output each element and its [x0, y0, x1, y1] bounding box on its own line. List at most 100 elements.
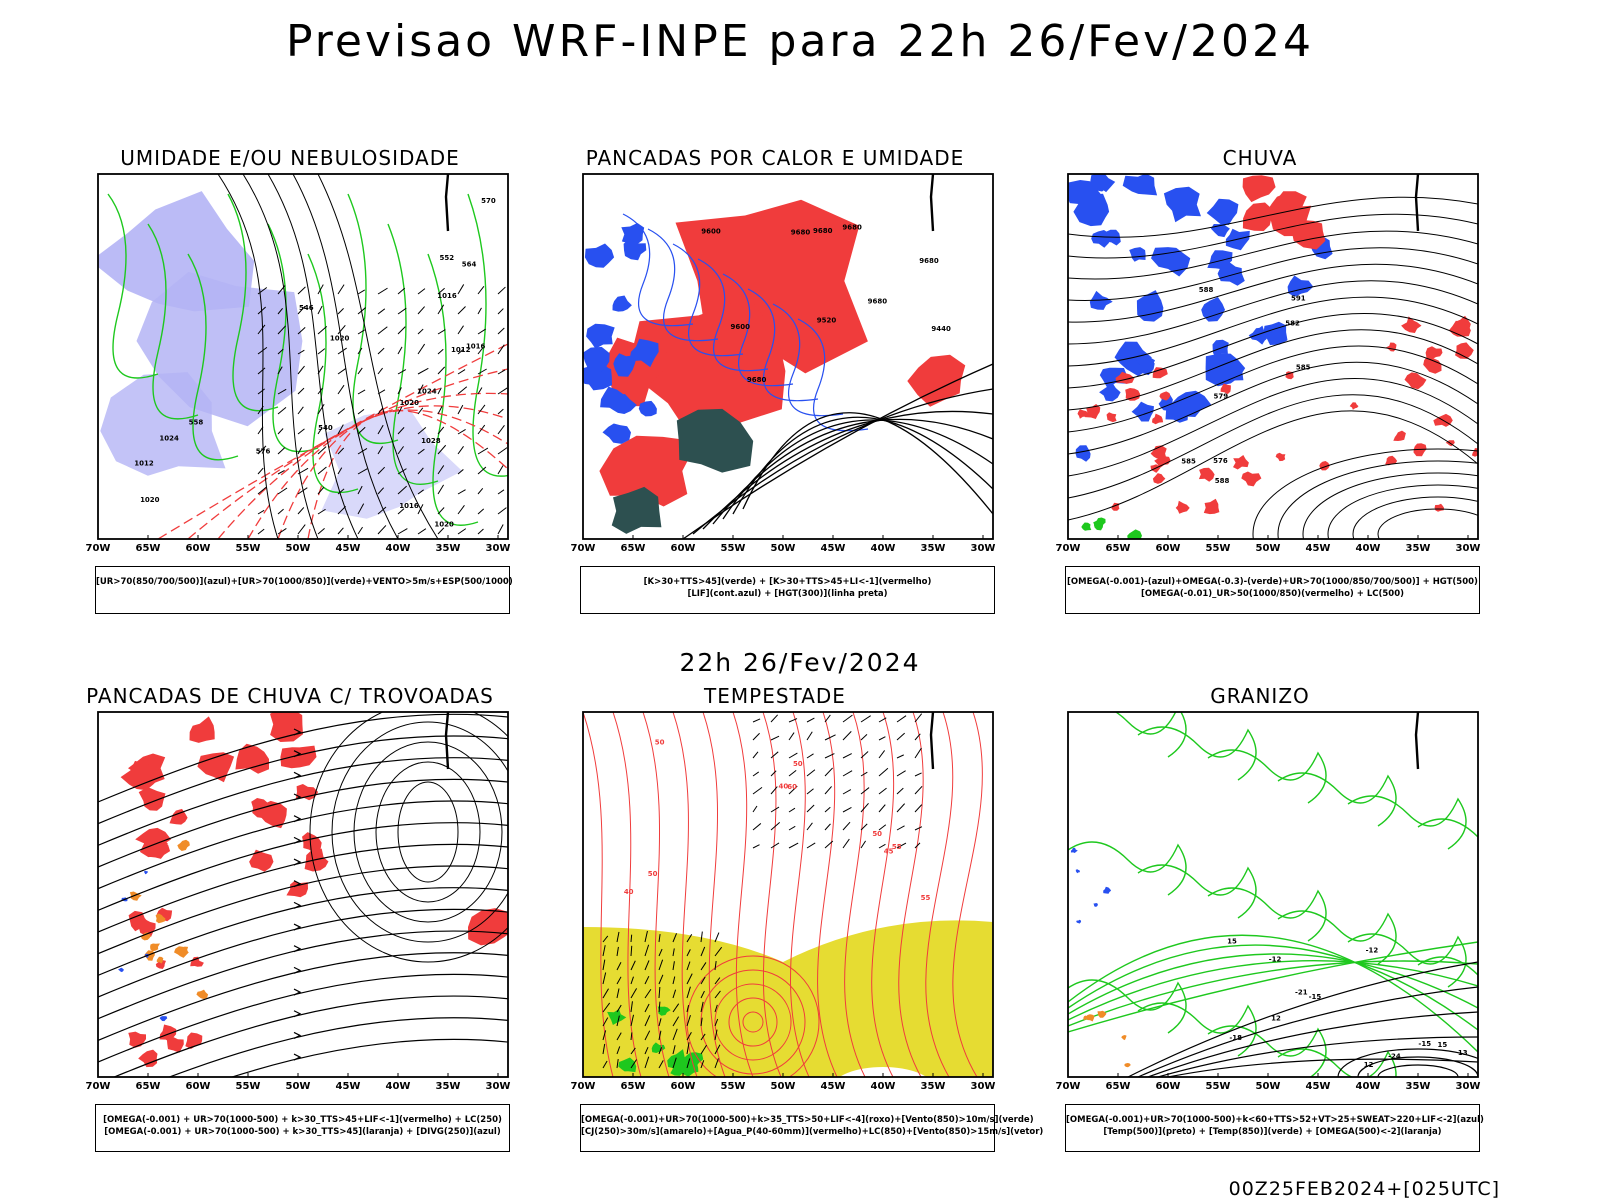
- wind-vector: [337, 447, 345, 455]
- lon-tick-label: 50W: [771, 1081, 796, 1092]
- wind-vector: [457, 284, 465, 295]
- contour-label: 1020: [140, 496, 160, 504]
- wind-vector: [497, 308, 504, 315]
- wind-vector: [878, 804, 886, 813]
- contour-label: 55: [921, 894, 931, 902]
- wind-vector: [914, 733, 921, 741]
- temp850-contour: [1068, 944, 1478, 1031]
- wind-vector: [357, 526, 363, 535]
- map-frame: [1067, 711, 1479, 1078]
- rain-blue: [1136, 354, 1155, 367]
- lon-tick-label: 45W: [821, 1081, 846, 1092]
- lon-tick-label: 30W: [1456, 1081, 1481, 1092]
- omega-orange: [1124, 1063, 1131, 1068]
- water-streamline: [612, 712, 642, 1077]
- wind-vector: [616, 931, 620, 943]
- wind-vector: [417, 384, 424, 395]
- wind-vector: [317, 348, 326, 355]
- wind-vector: [686, 1058, 691, 1069]
- lon-tick-label: 40W: [1356, 1081, 1381, 1092]
- wind-vector: [700, 1001, 704, 1013]
- humidity-area: [100, 372, 226, 476]
- contour-label: 9680: [919, 257, 939, 265]
- cyclone-contour: [742, 1011, 764, 1033]
- isobar: [317, 174, 439, 539]
- thunder-orange: [144, 950, 155, 961]
- main-title: Previsao WRF-INPE para 22h 26/Fev/2024: [286, 16, 1314, 67]
- lon-tick-label: 65W: [1106, 543, 1131, 554]
- contour-label: 579: [1214, 392, 1229, 400]
- wind-vector: [277, 348, 284, 355]
- contour-label: 9440: [931, 325, 951, 333]
- lif-area: [605, 394, 637, 414]
- lon-tick-label: 60W: [671, 1081, 696, 1092]
- contour-label: 9680: [868, 297, 888, 305]
- wind-vector: [397, 485, 407, 495]
- legend-line: [OMEGA(-0.001) + UR>70(1000-500) + k>30_…: [103, 1115, 502, 1125]
- contour-label: 591: [1291, 294, 1306, 302]
- humidity-area: [321, 408, 463, 519]
- wind-vector: [257, 367, 266, 375]
- wind-vector: [337, 368, 347, 375]
- thunder-orange: [156, 956, 164, 964]
- streamline-arrow: [293, 750, 302, 758]
- lon-tick-label: 70W: [86, 1081, 111, 1092]
- thunder-red: [166, 1037, 184, 1053]
- lon-tick-label: 55W: [721, 543, 746, 554]
- wind-vector: [477, 508, 485, 515]
- streamline-arrow: [293, 793, 302, 801]
- wind-vector: [377, 446, 384, 455]
- thunder-red: [190, 956, 204, 967]
- wind-vector: [397, 446, 404, 455]
- wind-vector: [317, 466, 327, 475]
- temp500-contour: [1357, 1056, 1478, 1077]
- wind-vector: [842, 838, 850, 849]
- lon-tick-label: 70W: [1056, 543, 1081, 554]
- wind-vector: [397, 528, 408, 535]
- wind-vector: [297, 387, 305, 395]
- wind-vector: [686, 1031, 692, 1041]
- wind-vector: [806, 822, 813, 831]
- wind-vector: [457, 489, 466, 495]
- wind-vector: [497, 344, 505, 355]
- contour-label: 540: [318, 424, 333, 432]
- wind850-green: [682, 1052, 704, 1067]
- hgt500-streamline: [1068, 329, 1478, 411]
- rain-blue: [1170, 390, 1212, 417]
- thunder-orange: [174, 946, 189, 958]
- map-layer-group: [98, 712, 508, 1077]
- lif-area: [623, 239, 647, 261]
- lon-tick-label: 35W: [436, 1081, 461, 1092]
- rain-blue: [1201, 297, 1225, 322]
- wind-vector: [437, 387, 442, 395]
- wind-vector: [602, 1043, 606, 1055]
- wind-vector: [770, 806, 780, 813]
- rain-red: [1393, 430, 1406, 441]
- wind-vector: [457, 386, 468, 395]
- wind-vector: [457, 306, 466, 315]
- rain-red: [1434, 503, 1444, 512]
- temp850-contour: [1068, 960, 1478, 1021]
- cyclone-contour: [700, 969, 806, 1075]
- temp500-contour: [1377, 1064, 1459, 1077]
- temp850-contour: [1068, 953, 1478, 1015]
- rain-blue: [1073, 193, 1110, 227]
- hgt500-streamline: [1068, 394, 1478, 499]
- streamline-arrow: [293, 901, 302, 909]
- thunder-orange: [177, 839, 190, 851]
- rain-blue: [1217, 261, 1245, 286]
- wind-vector: [297, 447, 303, 455]
- lon-tick-label: 45W: [336, 543, 361, 554]
- map-frame: [582, 711, 994, 1078]
- wind-vector: [457, 325, 464, 335]
- wind-vector: [616, 1032, 622, 1041]
- wind-vector: [644, 1046, 649, 1055]
- contour-label: 546: [299, 304, 314, 312]
- wind-vector: [700, 1060, 705, 1069]
- wind-vector: [644, 975, 650, 985]
- legend-granizo: [OMEGA(-0.001)+UR>70(1000-500)+k<60+TTS>…: [1065, 1104, 1484, 1152]
- rain-red: [1152, 473, 1166, 484]
- wind-vector: [477, 424, 486, 435]
- contour-label: 1016: [437, 292, 457, 300]
